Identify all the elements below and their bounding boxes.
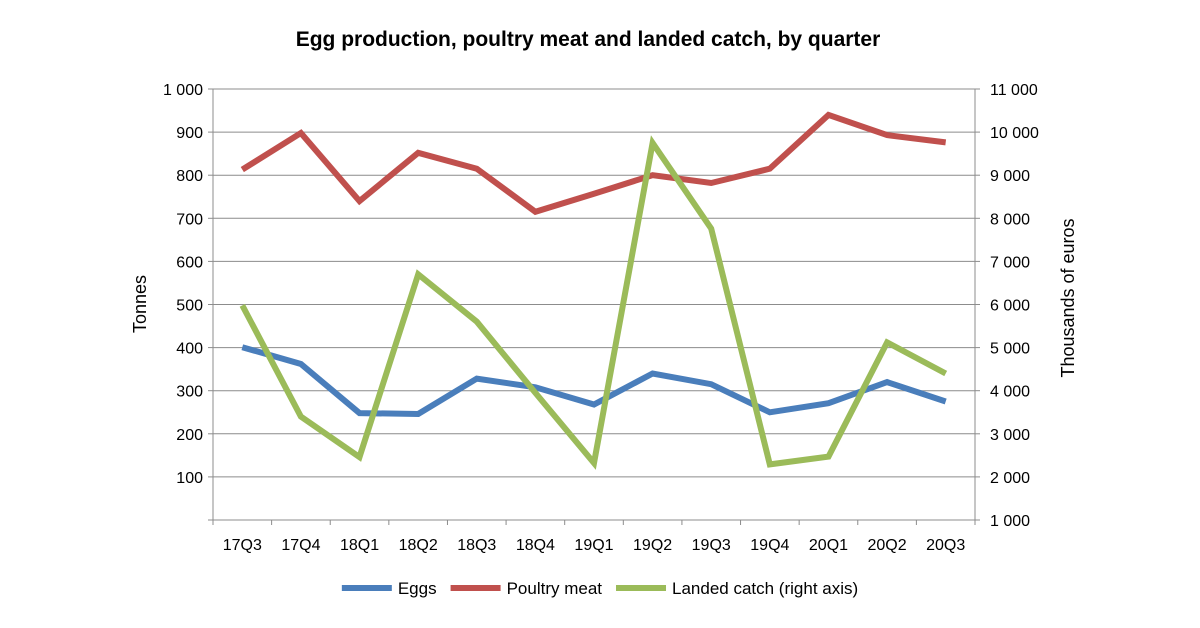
x-axis-tick-label: 18Q2 <box>399 537 438 554</box>
left-axis-tick-label: 1 000 <box>163 82 203 99</box>
x-axis-tick-label: 19Q4 <box>750 537 789 554</box>
series-line-eggs <box>241 344 947 418</box>
legend-label-poultry-meat: Poultry meat <box>507 579 603 598</box>
series-lines <box>239 111 948 470</box>
right-axis-tick-label: 4 000 <box>990 384 1030 401</box>
x-axis-tick-label: 17Q4 <box>281 537 320 554</box>
left-axis-tick-label: 300 <box>176 384 203 401</box>
right-axis-tick-label: 1 000 <box>990 513 1030 530</box>
right-axis-tick-label: 5 000 <box>990 341 1030 358</box>
right-axis-tick-label: 2 000 <box>990 470 1030 487</box>
right-axis-tick-label: 9 000 <box>990 168 1030 185</box>
x-axis-tick-label: 20Q2 <box>868 537 907 554</box>
right-axis-ticks: 1 000 2 000 3 000 4 000 5 000 6 000 7 000 8 000… <box>990 82 1039 530</box>
x-axis-tick-label: 20Q3 <box>926 537 965 554</box>
left-axis-tick-label: 200 <box>176 427 203 444</box>
gridlines <box>213 88 975 478</box>
series-line-landed-catch-right-axis <box>239 135 948 470</box>
legend-label-eggs: Eggs <box>398 579 437 598</box>
x-axis-tick-label: 19Q2 <box>633 537 672 554</box>
left-axis-tick-label: 800 <box>176 168 203 185</box>
right-axis-title: Thousands of euros <box>1058 218 1078 377</box>
right-axis-tick-label: 7 000 <box>990 254 1030 271</box>
left-axis-tick-label: 500 <box>176 298 203 315</box>
chart-title: Egg production, poultry meat and landed … <box>296 28 881 51</box>
x-axis-ticks: 17Q3 17Q4 18Q1 18Q2 18Q3 18Q4 19Q1 19Q2 19Q3 19Q4… <box>223 537 966 554</box>
left-axis-ticks: 100 200 300 400 500 600 700 800 900 1 000 <box>163 82 203 487</box>
x-axis-tick-label: 18Q4 <box>516 537 555 554</box>
x-axis-tick-label: 17Q3 <box>223 537 262 554</box>
right-axis-tick-label: 10 000 <box>990 125 1039 142</box>
right-axis-tick-label: 6 000 <box>990 298 1030 315</box>
right-axis-tick-label: 11 000 <box>990 82 1038 99</box>
left-axis-title: Tonnes <box>130 275 150 333</box>
left-axis-tick-label: 100 <box>176 470 203 487</box>
x-axis-tick-label: 19Q3 <box>692 537 731 554</box>
axes <box>208 88 980 525</box>
legend: Eggs Poultry meat Landed catch (right axis… <box>341 579 858 598</box>
left-axis-tick-label: 700 <box>176 211 203 228</box>
legend-label-landed-catch-right-axis: Landed catch (right axis) <box>672 579 858 598</box>
x-axis-tick-label: 18Q1 <box>340 537 379 554</box>
series-line-poultry-meat <box>240 111 947 216</box>
x-axis-tick-label: 20Q1 <box>809 537 848 554</box>
x-axis-tick-label: 19Q1 <box>574 537 613 554</box>
left-axis-tick-label: 600 <box>176 254 203 271</box>
right-axis-tick-label: 8 000 <box>990 211 1030 228</box>
x-axis-tick-label: 18Q3 <box>457 537 496 554</box>
right-axis-tick-label: 3 000 <box>990 427 1030 444</box>
left-axis-tick-label: 400 <box>176 341 203 358</box>
left-axis-tick-label: 900 <box>176 125 203 142</box>
